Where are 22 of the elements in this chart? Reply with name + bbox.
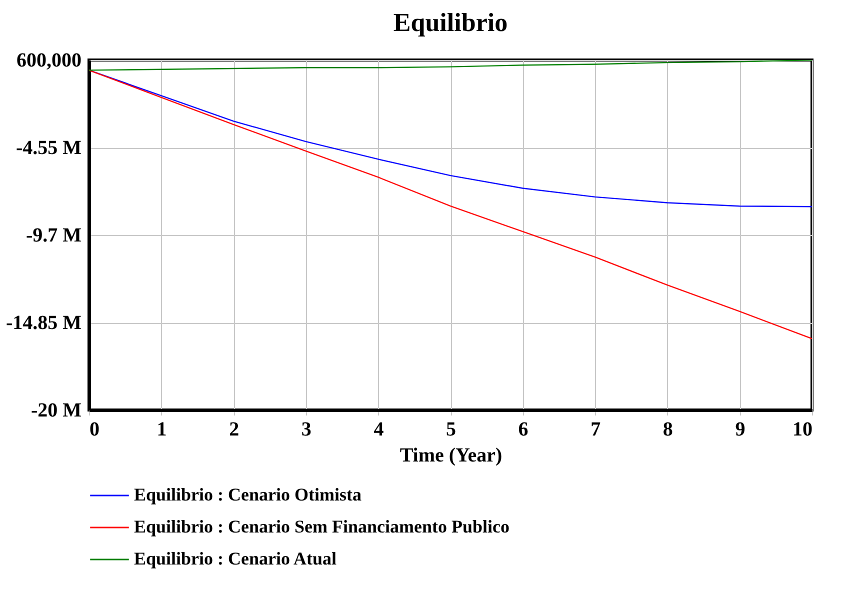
- line-series: [89, 70, 812, 340]
- x-tick-label: 0: [90, 418, 100, 440]
- y-tick-label: -20 M: [30, 400, 82, 422]
- x-tick-label: 7: [590, 418, 601, 440]
- x-tick-label: 9: [735, 418, 746, 440]
- y-tick-label: -4.55 M: [16, 137, 82, 159]
- x-tick-label: 4: [374, 418, 384, 440]
- x-axis-title: Time (Year): [400, 444, 502, 466]
- x-tick-label: 3: [301, 418, 312, 440]
- y-tick-label: -14.85 M: [6, 312, 82, 334]
- legend-label: Equilibrio : Cenario Sem Financiamento Publico: [134, 516, 510, 536]
- x-tick-label: 5: [446, 418, 456, 440]
- legend-label: Equilibrio : Cenario Otimista: [134, 484, 362, 504]
- x-tick-label: 6: [518, 418, 528, 440]
- legend-label: Equilibrio : Cenario Atual: [134, 548, 337, 568]
- x-tick-label: 8: [662, 418, 673, 440]
- x-tick-label: 10: [792, 418, 812, 440]
- chart-title: Equilibrio: [393, 8, 508, 37]
- y-tick-label: -9.7 M: [26, 224, 82, 246]
- y-tick-label: 600,000: [16, 50, 82, 72]
- x-tick-label: 2: [229, 418, 240, 440]
- x-tick-label: 1: [156, 418, 167, 440]
